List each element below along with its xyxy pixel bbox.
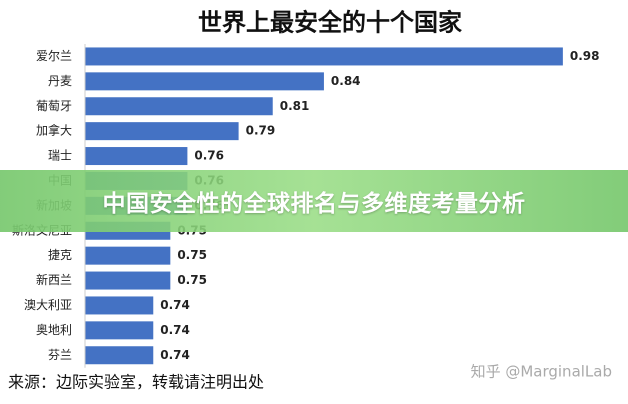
value-label: 0.98: [570, 49, 600, 63]
bar: [85, 321, 154, 340]
value-label: 0.75: [177, 248, 207, 262]
watermark: 知乎 @MarginalLab: [471, 363, 612, 381]
y-tick-label: 瑞士: [48, 149, 72, 163]
value-label: 0.79: [246, 124, 276, 138]
chart-title: 世界上最安全的十个国家: [198, 8, 462, 37]
source-note: 来源：边际实验室，转载请注明出处: [8, 373, 264, 392]
bar: [85, 246, 171, 265]
y-tick-label: 奥地利: [36, 323, 72, 337]
y-tick-label: 加拿大: [36, 123, 72, 138]
bar: [85, 271, 171, 290]
y-tick-label: 葡萄牙: [36, 99, 72, 113]
overlay-banner: 中国安全性的全球排名与多维度考量分析: [0, 170, 628, 232]
y-tick-label: 芬兰: [48, 348, 72, 362]
value-label: 0.74: [160, 298, 190, 312]
value-label: 0.74: [160, 323, 190, 337]
y-tick-label: 丹麦: [48, 74, 72, 88]
value-label: 0.84: [331, 74, 361, 88]
bar: [85, 47, 563, 66]
bar: [85, 296, 154, 315]
y-tick-label: 新西兰: [36, 272, 72, 287]
y-tick-label: 澳大利亚: [24, 298, 72, 312]
value-label: 0.81: [280, 99, 310, 113]
bar: [85, 147, 188, 166]
value-label: 0.76: [194, 149, 224, 163]
bar: [85, 122, 239, 141]
y-tick-label: 捷克: [48, 248, 72, 262]
value-label: 0.74: [160, 348, 190, 362]
value-label: 0.75: [177, 273, 207, 287]
bar: [85, 346, 154, 365]
y-tick-label: 爱尔兰: [36, 48, 72, 63]
bar: [85, 97, 273, 116]
bar: [85, 72, 324, 91]
